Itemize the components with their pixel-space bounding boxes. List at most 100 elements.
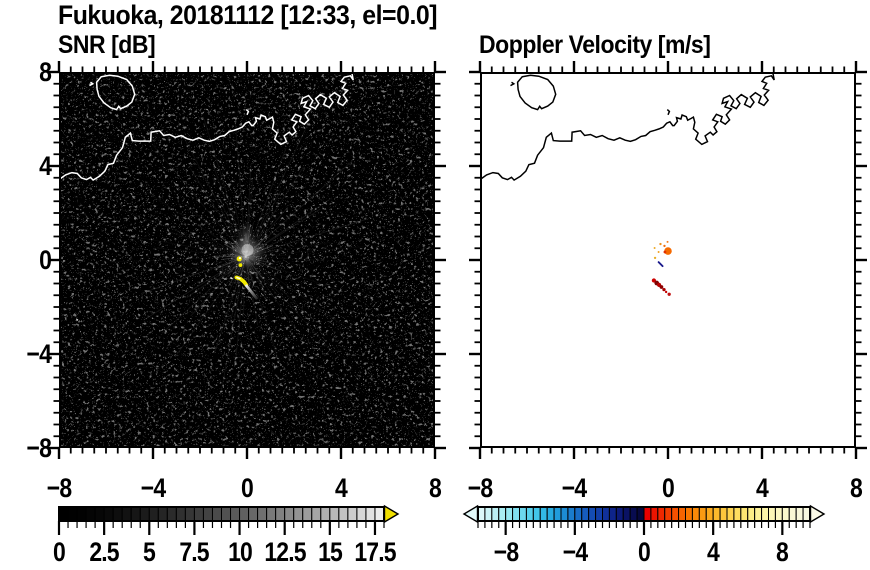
colorbar-segment xyxy=(546,506,555,522)
colorbar-segment xyxy=(347,506,358,522)
velocity-point xyxy=(653,247,656,250)
colorbar-segment xyxy=(257,506,268,522)
velocity-point xyxy=(659,242,662,246)
velocity-point xyxy=(657,251,660,254)
x-tick-label: −4 xyxy=(561,473,587,503)
snr-colorbar-label: 17.5 xyxy=(354,537,396,567)
colorbar-segment xyxy=(130,506,141,522)
x-tick-label: −4 xyxy=(140,473,166,503)
velocity-point xyxy=(666,240,669,243)
echo-highlight xyxy=(238,257,242,260)
colorbar-segment xyxy=(802,506,811,522)
velocity-point xyxy=(663,244,666,248)
colorbar-segment xyxy=(112,506,123,522)
colorbar-segment xyxy=(588,506,597,522)
coastline-island xyxy=(516,74,557,111)
coastline-islet xyxy=(510,81,516,87)
velocity-point xyxy=(664,290,668,294)
colorbar-over-arrow xyxy=(383,504,400,524)
figure-title: Fukuoka, 20181112 [12:33, el=0.0] xyxy=(58,0,438,30)
velocity-point xyxy=(659,285,664,289)
colorbar-segment xyxy=(248,506,259,522)
colorbar-segment xyxy=(157,506,168,522)
colorbar-segment xyxy=(678,506,686,522)
colorbar-segment xyxy=(608,506,617,522)
colorbar-segment xyxy=(175,506,186,522)
strong-echo xyxy=(238,263,243,268)
faint-dot xyxy=(76,318,79,321)
colorbar-segment xyxy=(356,506,367,522)
colorbar-segment xyxy=(539,506,548,522)
snr-colorbar-label: 5 xyxy=(143,537,156,567)
colorbar-segment xyxy=(85,506,96,522)
snr-colorbar-label: 0 xyxy=(53,537,66,567)
x-tick-label: 0 xyxy=(662,473,675,503)
colorbar-segment xyxy=(774,506,783,522)
colorbar-segment xyxy=(733,506,742,522)
colorbar-segment xyxy=(202,506,213,522)
colorbar-segment xyxy=(636,506,645,522)
x-tick-label: 4 xyxy=(335,473,348,503)
coastline-sea-mark xyxy=(245,109,250,116)
snr-plot xyxy=(48,61,446,459)
colorbar-segment xyxy=(230,506,241,522)
colorbar-segment xyxy=(302,506,313,522)
colorbar-segment xyxy=(320,506,331,522)
colorbar-segment xyxy=(795,506,804,522)
coastline-main xyxy=(480,72,775,182)
colorbar-segment xyxy=(781,506,790,522)
snr-colorbar-label: 10 xyxy=(227,537,253,567)
velocity-point xyxy=(664,247,672,255)
colorbar-segment xyxy=(622,506,631,522)
colorbar-segment xyxy=(615,506,624,522)
colorbar-segment xyxy=(519,506,527,522)
colorbar-segment xyxy=(657,506,666,522)
colorbar-segment xyxy=(650,506,659,522)
doppler-frame xyxy=(480,72,856,448)
colorbar-segment xyxy=(685,506,693,522)
velocity-point xyxy=(653,256,657,260)
colorbar-segment xyxy=(553,506,562,522)
echo-white-dash xyxy=(230,276,233,280)
y-tick-label: −4 xyxy=(26,339,52,369)
colorbar-segment xyxy=(94,506,105,522)
colorbar-segment xyxy=(602,506,610,522)
y-tick-label: 8 xyxy=(39,57,52,87)
velocity-colorbar-label: −4 xyxy=(562,537,588,567)
y-tick-label: −8 xyxy=(26,433,52,463)
coastline-main xyxy=(59,72,354,182)
x-tick-label: 4 xyxy=(756,473,769,503)
snr-colorbar-label: 12.5 xyxy=(264,537,306,567)
velocity-points xyxy=(651,240,672,296)
x-tick-label: 8 xyxy=(850,473,863,503)
colorbar-segment xyxy=(211,506,223,522)
echo-arc-highlight xyxy=(236,276,241,280)
colorbar-segment xyxy=(698,506,707,522)
colorbar-segment xyxy=(560,506,569,522)
colorbar-segment xyxy=(726,506,735,522)
colorbar-segment xyxy=(103,506,114,522)
colorbar-segment xyxy=(512,506,520,522)
colorbar-segment xyxy=(491,506,500,522)
colorbar-segment xyxy=(712,506,721,522)
colorbar-segment xyxy=(747,506,756,522)
velocity-point xyxy=(662,287,666,292)
colorbar-segment xyxy=(221,506,232,522)
colorbar-segment xyxy=(629,506,638,522)
snr-colorbar xyxy=(57,504,400,535)
colorbar-segment xyxy=(193,506,204,522)
colorbar-segment xyxy=(754,506,763,522)
colorbar-segment xyxy=(595,506,603,522)
colorbar-segment xyxy=(311,506,322,522)
colorbar-segment xyxy=(719,506,728,522)
colorbar-segment xyxy=(705,506,714,522)
snr-strong-echoes xyxy=(76,256,258,321)
colorbar-segment xyxy=(121,506,132,522)
velocity-colorbar-label: 0 xyxy=(638,537,651,567)
colorbar-segment xyxy=(740,506,749,522)
colorbar-segment xyxy=(498,506,507,522)
x-tick-label: −8 xyxy=(46,473,72,503)
x-tick-label: 8 xyxy=(429,473,442,503)
y-tick-label: 4 xyxy=(39,151,52,181)
